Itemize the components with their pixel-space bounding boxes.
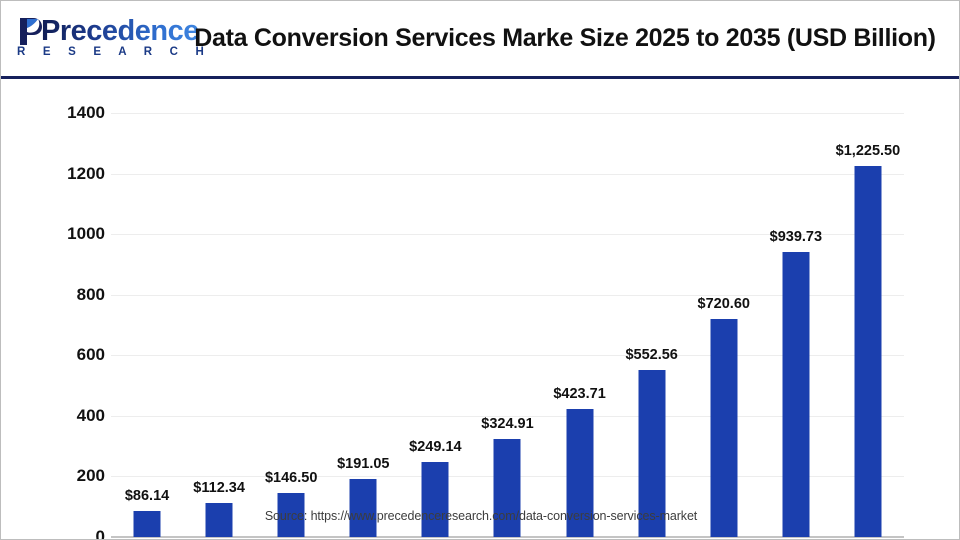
bar[interactable] (493, 438, 521, 537)
header-bar: Precedence R E S E A R C H Data Conversi… (1, 1, 959, 79)
y-axis-tick-label: 1400 (67, 103, 105, 122)
bar-group: $191.052028 (327, 113, 399, 537)
bar[interactable] (133, 510, 161, 537)
bar-value-label: $249.14 (409, 438, 462, 455)
bar-value-label: $939.73 (769, 229, 823, 246)
logo-wordmark: Precedence (41, 15, 199, 47)
bar-value-label: $86.14 (124, 487, 170, 504)
bar-group: $112.342026 (183, 113, 255, 537)
bar[interactable] (349, 479, 377, 537)
bar-group: $552.562032 (616, 113, 688, 537)
gridline (111, 294, 904, 296)
y-axis-tick-label: 800 (76, 284, 105, 304)
precedence-research-logo: Precedence R E S E A R C H (15, 15, 204, 65)
bar[interactable] (854, 165, 882, 537)
y-axis-tick-label: 1200 (67, 163, 105, 183)
bar[interactable] (710, 318, 738, 537)
bar-group: $1,225.502035 (832, 113, 904, 537)
bar-value-label: $146.50 (264, 469, 318, 486)
y-axis-tick-label: 0 (95, 527, 105, 540)
y-axis-tick-label: 600 (76, 345, 105, 365)
bar-value-label: $191.05 (337, 456, 390, 473)
gridline (111, 113, 904, 114)
gridline (111, 234, 904, 236)
y-axis-tick-label: 400 (76, 405, 105, 425)
bar[interactable] (205, 502, 233, 537)
bar-value-label: $423.71 (553, 385, 606, 402)
bar-group: $720.602033 (688, 113, 760, 537)
bar[interactable] (277, 492, 305, 537)
bar-group: $249.142029 (399, 113, 471, 537)
gridline (111, 415, 904, 417)
gridline (111, 173, 904, 175)
plot-area: $86.142025$112.342026$146.502027$191.052… (111, 113, 904, 538)
bar[interactable] (782, 252, 810, 537)
gridline (111, 355, 904, 357)
page-title: Data Conversion Services Marke Size 2025… (194, 24, 936, 52)
bar-value-label: $552.56 (625, 346, 678, 363)
bar-value-label: $1,225.50 (835, 142, 901, 159)
logo-subtitle: R E S E A R C H (17, 46, 212, 58)
bar-group: $423.712031 (544, 113, 616, 537)
bar-value-label: $112.34 (193, 479, 245, 496)
bar[interactable] (421, 461, 449, 537)
bar[interactable] (638, 369, 666, 537)
y-axis-tick-label: 1000 (67, 224, 105, 244)
source-caption: Source: https://www.precedenceresearch.c… (264, 509, 698, 523)
bar-group: $324.912030 (471, 113, 543, 537)
folded-p-leaf-icon (17, 16, 43, 46)
y-axis: 0 200 400 600 800 1000 1200 1400 (19, 103, 105, 540)
bar-group: $939.732034 (760, 113, 832, 537)
y-axis-tick-label: 200 (76, 466, 105, 486)
bar-group: $86.142025 (111, 113, 183, 537)
bar-value-label: $720.60 (697, 295, 750, 312)
bar-value-label: $324.91 (481, 415, 534, 432)
axis-baseline (111, 536, 904, 538)
bar[interactable] (566, 408, 594, 537)
bar-group: $146.502027 (255, 113, 327, 537)
